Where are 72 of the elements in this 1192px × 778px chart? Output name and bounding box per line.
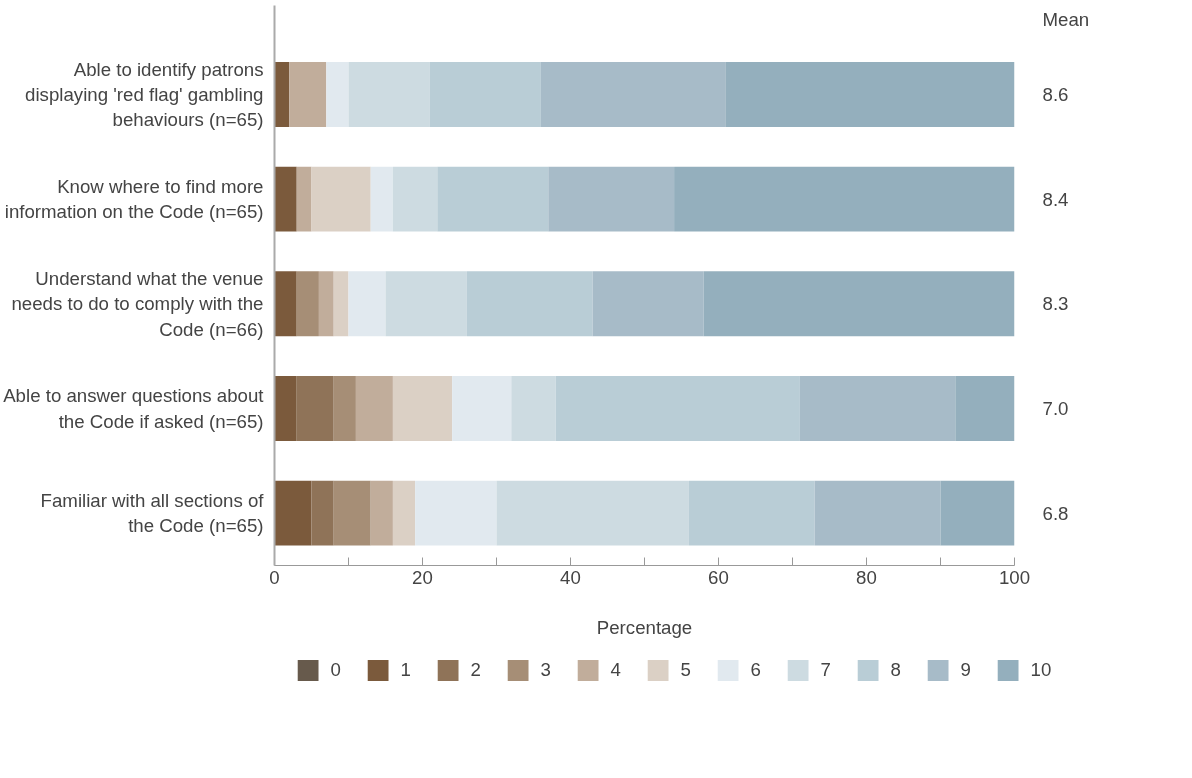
legend-label: 6 <box>750 659 762 681</box>
y-tick-label: Able to identify patrons displaying 'red flag' gambling behaviours (n=65) <box>25 58 264 131</box>
bar <box>333 376 356 441</box>
bar <box>311 166 371 232</box>
bar <box>703 271 1015 337</box>
legend-label: 0 <box>330 659 342 681</box>
bar <box>333 480 371 546</box>
bar <box>326 62 349 127</box>
bar <box>370 166 393 232</box>
legend-label: 7 <box>820 659 832 681</box>
legend-label: 10 <box>1030 659 1052 681</box>
bar <box>452 376 512 441</box>
legend-label: 1 <box>400 659 412 681</box>
y-tick-label: Familiar with all sections of the Code (n=65) <box>40 490 265 537</box>
text: 8.3 <box>1042 293 1069 315</box>
bar <box>674 166 1015 232</box>
legend-label: 4 <box>610 659 622 681</box>
y-tick-label: Know where to find more information on the Code (n=65) <box>4 176 264 223</box>
bar <box>274 271 297 337</box>
legend-label: 9 <box>960 659 972 681</box>
text: Mean <box>1042 8 1090 30</box>
bar <box>799 376 956 441</box>
bar <box>496 480 689 546</box>
legend-label: 3 <box>540 659 552 681</box>
x-tick-label: 60 <box>708 566 729 588</box>
bar <box>437 166 549 232</box>
x-tick-label: 80 <box>856 566 877 588</box>
y-tick-label: Understand what the venue needs to do to comply with the Code (n=66) <box>11 268 264 340</box>
bar <box>555 376 800 441</box>
x-tick-label: 40 <box>560 566 581 588</box>
bar <box>296 166 312 232</box>
bar <box>592 271 704 337</box>
bar <box>296 376 334 441</box>
bar <box>540 62 726 127</box>
bar <box>289 62 327 127</box>
bar <box>415 480 497 546</box>
text: 8.4 <box>1042 188 1069 210</box>
x-tick-label: 20 <box>412 566 433 588</box>
x-tick-label: 100 <box>998 566 1031 588</box>
bar <box>274 166 297 232</box>
bar <box>814 480 941 546</box>
legend-label: 5 <box>680 659 692 681</box>
bar <box>688 480 815 546</box>
bar <box>355 376 393 441</box>
bar <box>940 480 1015 546</box>
bar <box>274 376 297 441</box>
bar <box>725 62 1015 127</box>
bar <box>274 480 312 546</box>
bar <box>955 376 1015 441</box>
y-tick-label: Able to answer questions about the Code if asked (n=65) <box>3 385 265 432</box>
text: 6.8 <box>1042 502 1069 524</box>
legend-label: 8 <box>890 659 902 681</box>
bar <box>392 376 453 441</box>
text: 7.0 <box>1042 397 1069 419</box>
bar <box>318 271 334 337</box>
bar <box>385 271 467 337</box>
bar <box>348 62 430 127</box>
x-axis-title: Percentage <box>596 616 693 638</box>
bar <box>392 166 438 232</box>
bar <box>311 480 334 546</box>
bar <box>333 271 349 337</box>
bar <box>296 271 319 337</box>
legend-label: 2 <box>470 659 482 681</box>
bar <box>548 166 675 232</box>
bar <box>466 271 593 337</box>
text: 8.6 <box>1042 83 1069 105</box>
bar <box>429 62 541 127</box>
bar <box>348 271 386 337</box>
x-tick-label: 0 <box>269 566 280 588</box>
bar <box>511 376 556 441</box>
bar <box>370 480 393 546</box>
bar <box>392 480 416 546</box>
